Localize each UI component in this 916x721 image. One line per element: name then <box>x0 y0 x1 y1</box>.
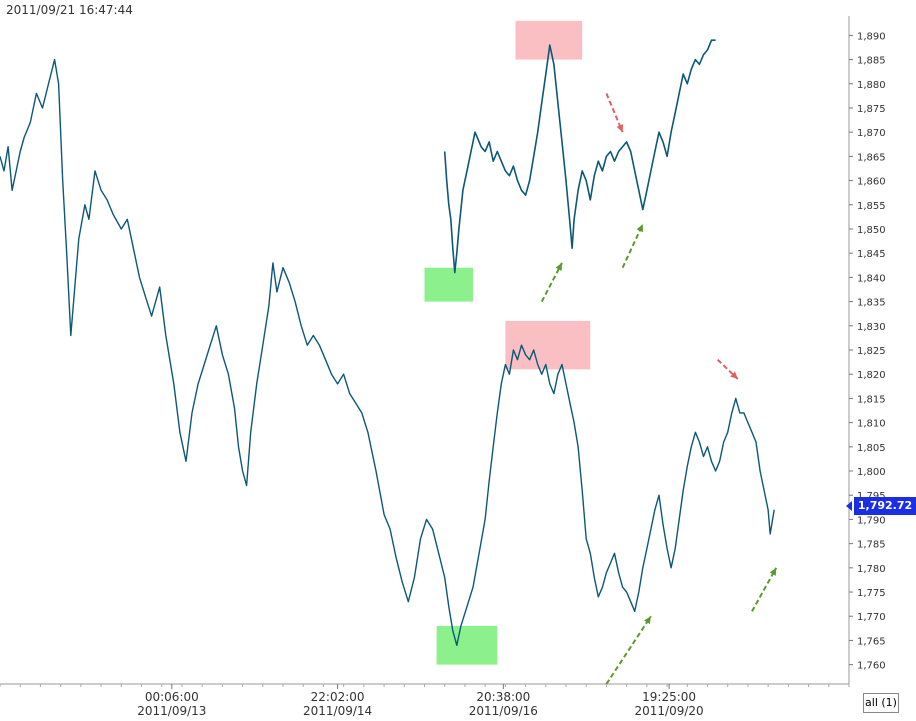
inset-series-line <box>443 39 716 274</box>
y-tick-label: 1,870 <box>857 128 886 139</box>
highlight-box <box>424 267 474 302</box>
y-tick-label: 1,835 <box>857 298 886 309</box>
y-tick-label: 1,830 <box>857 322 886 333</box>
y-tick-label: 1,815 <box>857 394 886 405</box>
y-tick-label: 1,850 <box>857 225 886 236</box>
x-tick-date: 2011/09/20 <box>635 704 704 718</box>
main-series <box>0 58 775 646</box>
y-tick-label: 1,800 <box>857 467 886 478</box>
annotation-arrow <box>621 223 644 269</box>
last-price-tag: 1,792.72 <box>854 497 916 515</box>
y-tick-label: 1,845 <box>857 249 886 260</box>
highlight-box <box>436 625 498 665</box>
y-tick-label: 1,790 <box>857 515 886 526</box>
highlight-box <box>505 320 591 370</box>
annotation-arrow <box>716 358 739 380</box>
y-tick-label: 1,855 <box>857 201 886 212</box>
x-tick-date: 2011/09/13 <box>137 704 206 718</box>
y-tick-label: 1,760 <box>857 661 886 672</box>
x-tick-date: 2011/09/16 <box>469 704 538 718</box>
chart-grid <box>0 16 850 685</box>
x-tick-time: 20:38:00 <box>476 690 530 704</box>
chart-timestamp: 2011/09/21 16:47:44 <box>6 3 133 17</box>
y-tick-label: 1,880 <box>857 80 886 91</box>
annotation-arrow <box>751 567 778 612</box>
main-series-line <box>0 58 775 646</box>
y-tick-label: 1,875 <box>857 104 886 115</box>
price-pointer-icon <box>846 501 852 511</box>
y-tick-label: 1,860 <box>857 177 886 188</box>
y-tick-label: 1,770 <box>857 612 886 623</box>
annotation-arrow <box>605 615 652 685</box>
inset-series <box>443 39 716 274</box>
x-tick-date: 2011/09/14 <box>303 704 372 718</box>
y-tick-label: 1,765 <box>857 636 886 647</box>
y-tick-label: 1,775 <box>857 588 886 599</box>
arrow-head <box>616 124 624 133</box>
arrow-head <box>636 224 643 233</box>
y-tick-label: 1,795 <box>857 491 886 502</box>
y-tick-label: 1,885 <box>857 56 886 67</box>
arrow-head <box>644 616 651 625</box>
x-tick-time: 19:25:00 <box>642 690 696 704</box>
y-tick-label: 1,810 <box>857 419 886 430</box>
annotation-arrows <box>540 93 778 685</box>
x-tick-time: 22:02:00 <box>311 690 365 704</box>
annotation-arrow <box>540 262 563 303</box>
y-tick-label: 1,785 <box>857 540 886 551</box>
highlight-boxes <box>424 20 591 665</box>
y-tick-label: 1,890 <box>857 31 886 42</box>
x-tick-time: 00:06:00 <box>145 690 199 704</box>
y-tick-label: 1,805 <box>857 443 886 454</box>
y-tick-label: 1,780 <box>857 564 886 575</box>
arrow-head <box>730 371 738 380</box>
y-tick-label: 1,865 <box>857 152 886 163</box>
all-button[interactable]: all (1) <box>863 693 899 713</box>
y-tick-label: 1,840 <box>857 273 886 284</box>
arrow-head <box>555 262 562 271</box>
y-tick-label: 1,820 <box>857 370 886 381</box>
y-axis: 1,760 1,765 1,770 1,775 1,780 1,785 1,790 1,795… <box>849 31 886 672</box>
y-tick-label: 1,825 <box>857 346 886 357</box>
arrow-head <box>769 567 777 576</box>
